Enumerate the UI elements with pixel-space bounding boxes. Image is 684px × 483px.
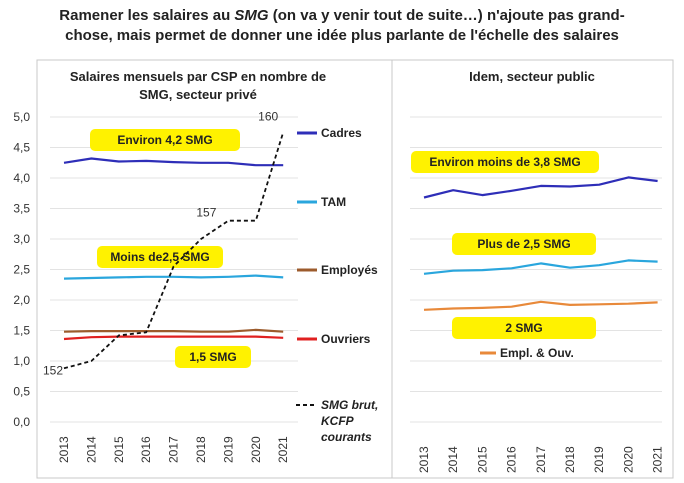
- annotation-cadres-public-text: Environ moins de 3,8 SMG: [429, 155, 580, 169]
- right-xtick-label: 2017: [534, 446, 548, 473]
- legend-tam-label: TAM: [321, 195, 346, 209]
- annotation-cadres-private-box: [90, 129, 240, 151]
- left-ytick-label: 4,5: [13, 141, 30, 155]
- public-empl-ouv-line: [423, 300, 658, 311]
- right-xtick-label: 2018: [563, 446, 577, 473]
- public-cadres-line: [423, 176, 658, 199]
- private-ouvriers-line: [63, 335, 284, 341]
- private-employes-line: [63, 328, 284, 333]
- right-xtick-label: 2019: [592, 446, 606, 473]
- left-xtick-label: 2021: [276, 436, 290, 463]
- left-ytick-label: 3,5: [13, 202, 30, 216]
- right-panel-title: Idem, secteur public: [469, 69, 595, 84]
- annotation-ouvriers-private-text: 1,5 SMG: [189, 350, 236, 364]
- annotation-tam-private-text: Moins de2,5 SMG: [110, 250, 209, 264]
- figure-title-line2: chose, mais permet de donner une idée pl…: [65, 27, 619, 44]
- private-tam-line: [63, 274, 284, 280]
- left-ytick-label: 1,0: [13, 354, 30, 368]
- legend-ouvriers-label: Ouvriers: [321, 332, 371, 346]
- left-ytick-label: 0,0: [13, 415, 30, 429]
- left-xtick-label: 2015: [112, 436, 126, 463]
- annotation-cadres-private-text: Environ 4,2 SMG: [117, 133, 212, 147]
- left-xtick-label: 2018: [194, 436, 208, 463]
- legend-smg-label: courants: [321, 430, 372, 444]
- figure-title-part-a: Ramener les salaires au: [59, 7, 235, 24]
- smg-point-label: 160: [258, 109, 278, 123]
- smg-dashed-line: [63, 132, 285, 370]
- figure-title: Ramener les salaires au SMG (on va y ven…: [0, 6, 684, 46]
- right-xtick-label: 2016: [505, 446, 519, 473]
- left-ytick-label: 5,0: [13, 110, 30, 124]
- annotation-tam-public-box: [452, 233, 596, 255]
- legend-employes-label: Employés: [321, 263, 378, 277]
- legend-smg-label: SMG brut,: [321, 398, 378, 412]
- right-xtick-label: 2015: [475, 446, 489, 473]
- left-panel-title-line2: SMG, secteur privé: [139, 87, 257, 102]
- legend-public-empl-ouv-label: Empl. & Ouv.: [500, 346, 574, 360]
- public-tam-line: [423, 259, 658, 275]
- annotation-tam-public-text: Plus de 2,5 SMG: [477, 237, 570, 251]
- left-ytick-label: 2,5: [13, 263, 30, 277]
- right-xtick-label: 2021: [651, 446, 665, 473]
- left-xtick-label: 2013: [57, 436, 71, 463]
- figure-title-part-c: (on va y venir tout de suite…) n'ajoute …: [268, 7, 625, 24]
- legend-cadres-label: Cadres: [321, 126, 362, 140]
- annotation-ouvriers-private-box: [175, 346, 251, 368]
- right-panel-frame: [391, 59, 674, 479]
- left-panel-title-line1: Salaires mensuels par CSP en nombre de: [70, 69, 326, 84]
- legend-smg-label: KCFP: [321, 414, 355, 428]
- annotation-tam-private-box: [97, 246, 223, 268]
- left-xtick-label: 2020: [249, 436, 263, 463]
- left-ytick-label: 3,0: [13, 232, 30, 246]
- left-xtick-label: 2016: [139, 436, 153, 463]
- left-xtick-label: 2017: [167, 436, 181, 463]
- left-xtick-label: 2014: [84, 436, 98, 463]
- right-xtick-label: 2013: [417, 446, 431, 473]
- smg-point-label: 157: [196, 206, 216, 220]
- left-xtick-label: 2019: [221, 436, 235, 463]
- annotation-emplouv-public-text: 2 SMG: [505, 321, 542, 335]
- right-xtick-label: 2020: [621, 446, 635, 473]
- left-ytick-label: 1,5: [13, 324, 30, 338]
- right-xtick-label: 2014: [446, 446, 460, 473]
- left-ytick-label: 2,0: [13, 293, 30, 307]
- figure-title-smg: SMG: [234, 7, 269, 24]
- annotation-cadres-public-box: [411, 151, 599, 173]
- smg-point-label: 152: [43, 363, 63, 377]
- private-cadres-line: [63, 157, 284, 167]
- annotation-emplouv-public-box: [452, 317, 596, 339]
- left-ytick-label: 4,0: [13, 171, 30, 185]
- left-ytick-label: 0,5: [13, 385, 30, 399]
